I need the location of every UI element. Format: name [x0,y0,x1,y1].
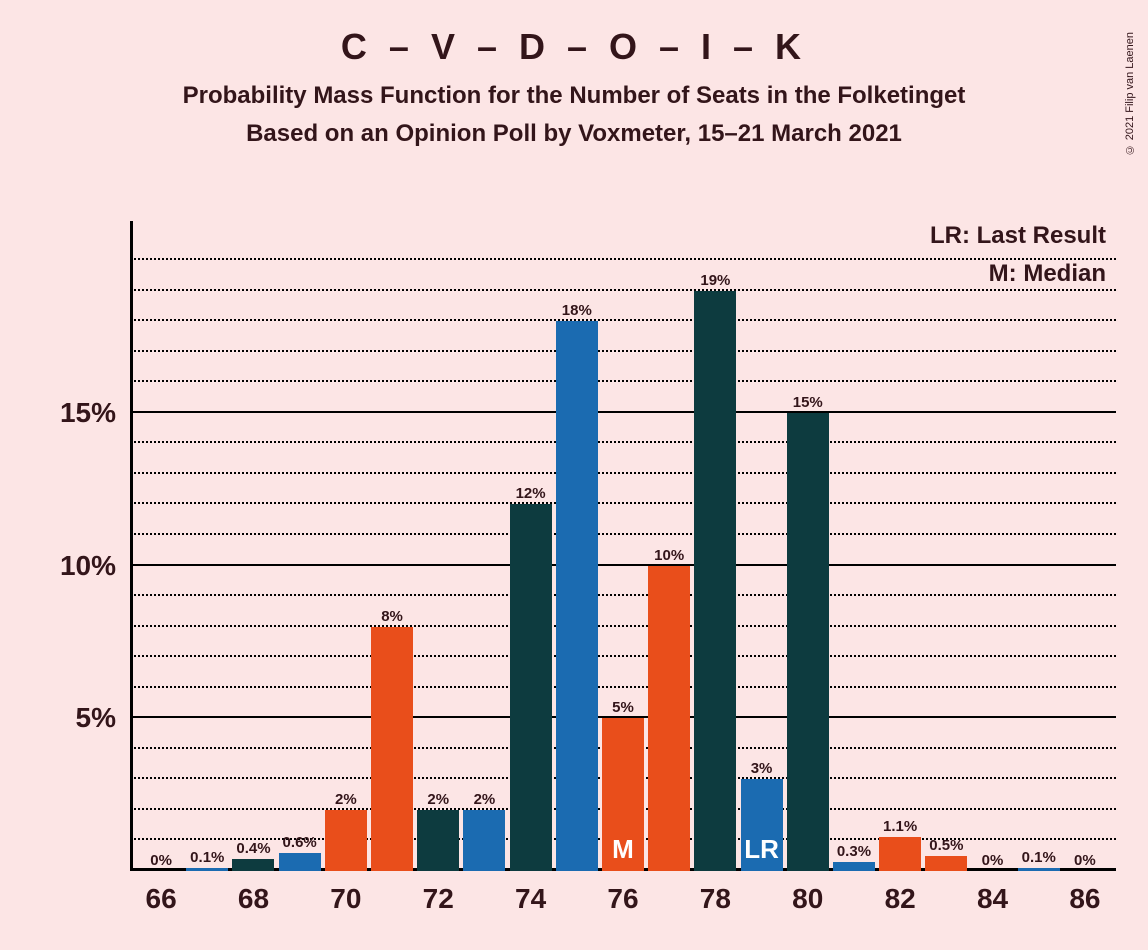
gridline-minor [130,258,1116,260]
bar: 2% [463,810,505,871]
bar: 3%LR [741,779,783,871]
chart-subtitle: Probability Mass Function for the Number… [0,82,1148,110]
gridline-major [130,564,1116,566]
chart-plot-area: LR: Last Result M: Median 5%10%15%666870… [130,221,1116,871]
legend-lr: LR: Last Result [930,217,1106,255]
bar-value-label: 1.1% [883,818,917,835]
bar-value-label: 0.5% [929,837,963,854]
bar: 19% [694,291,736,871]
gridline-minor [130,289,1116,291]
bar-value-label: 0% [150,852,172,869]
x-tick-label: 74 [515,883,546,915]
median-marker: M [612,834,634,865]
bar-value-label: 10% [654,547,684,564]
chart-subtitle-2: Based on an Opinion Poll by Voxmeter, 15… [0,120,1148,148]
bar: 8% [371,627,413,871]
x-tick-label: 86 [1069,883,1100,915]
copyright-text: © 2021 Filip van Laenen [1124,32,1136,155]
gridline-major [130,411,1116,413]
x-tick-label: 68 [238,883,269,915]
bar-value-label: 0.6% [283,834,317,851]
x-tick-label: 70 [330,883,361,915]
x-tick-label: 78 [700,883,731,915]
bar-value-label: 3% [751,760,773,777]
bar-value-label: 8% [381,608,403,625]
bar-value-label: 12% [516,485,546,502]
gridline-minor [130,686,1116,688]
x-tick-label: 82 [885,883,916,915]
last-result-marker: LR [744,834,779,865]
bar-value-label: 19% [700,272,730,289]
x-tick-label: 66 [146,883,177,915]
gridline-minor [130,350,1116,352]
bar-value-label: 0% [1074,852,1096,869]
bar: 2% [417,810,459,871]
chart-title: C – V – D – O – I – K [0,26,1148,68]
bar: 0.3% [833,862,875,871]
bar-value-label: 2% [474,791,496,808]
bar-value-label: 0.4% [236,840,270,857]
bar: 0.1% [1018,868,1060,871]
bar-value-label: 15% [793,394,823,411]
bar-value-label: 0.3% [837,843,871,860]
y-tick-label: 15% [60,397,116,429]
bar: 18% [556,321,598,871]
gridline-minor [130,319,1116,321]
bar: 0.4% [232,859,274,871]
bar: 1.1% [879,837,921,871]
y-tick-label: 5% [76,702,116,734]
gridline-minor [130,655,1116,657]
gridline-minor [130,472,1116,474]
bar-value-label: 2% [427,791,449,808]
x-tick-label: 84 [977,883,1008,915]
gridline-minor [130,441,1116,443]
bar: 0.5% [925,856,967,871]
bar-value-label: 2% [335,791,357,808]
chart-legend: LR: Last Result M: Median [930,217,1106,294]
bar: 5%M [602,718,644,871]
bar-value-label: 0.1% [190,849,224,866]
bar-value-label: 18% [562,302,592,319]
bar: 12% [510,504,552,871]
bar-value-label: 0.1% [1022,849,1056,866]
gridline-minor [130,625,1116,627]
y-tick-label: 10% [60,550,116,582]
bar: 0.1% [186,868,228,871]
gridline-minor [130,502,1116,504]
bar-value-label: 5% [612,699,634,716]
bar: 0.6% [279,853,321,871]
x-tick-label: 76 [607,883,638,915]
gridline-minor [130,533,1116,535]
bar-value-label: 0% [982,852,1004,869]
bar: 15% [787,413,829,871]
x-tick-label: 72 [423,883,454,915]
bar: 10% [648,566,690,872]
x-tick-label: 80 [792,883,823,915]
gridline-minor [130,380,1116,382]
gridline-minor [130,594,1116,596]
bar: 2% [325,810,367,871]
